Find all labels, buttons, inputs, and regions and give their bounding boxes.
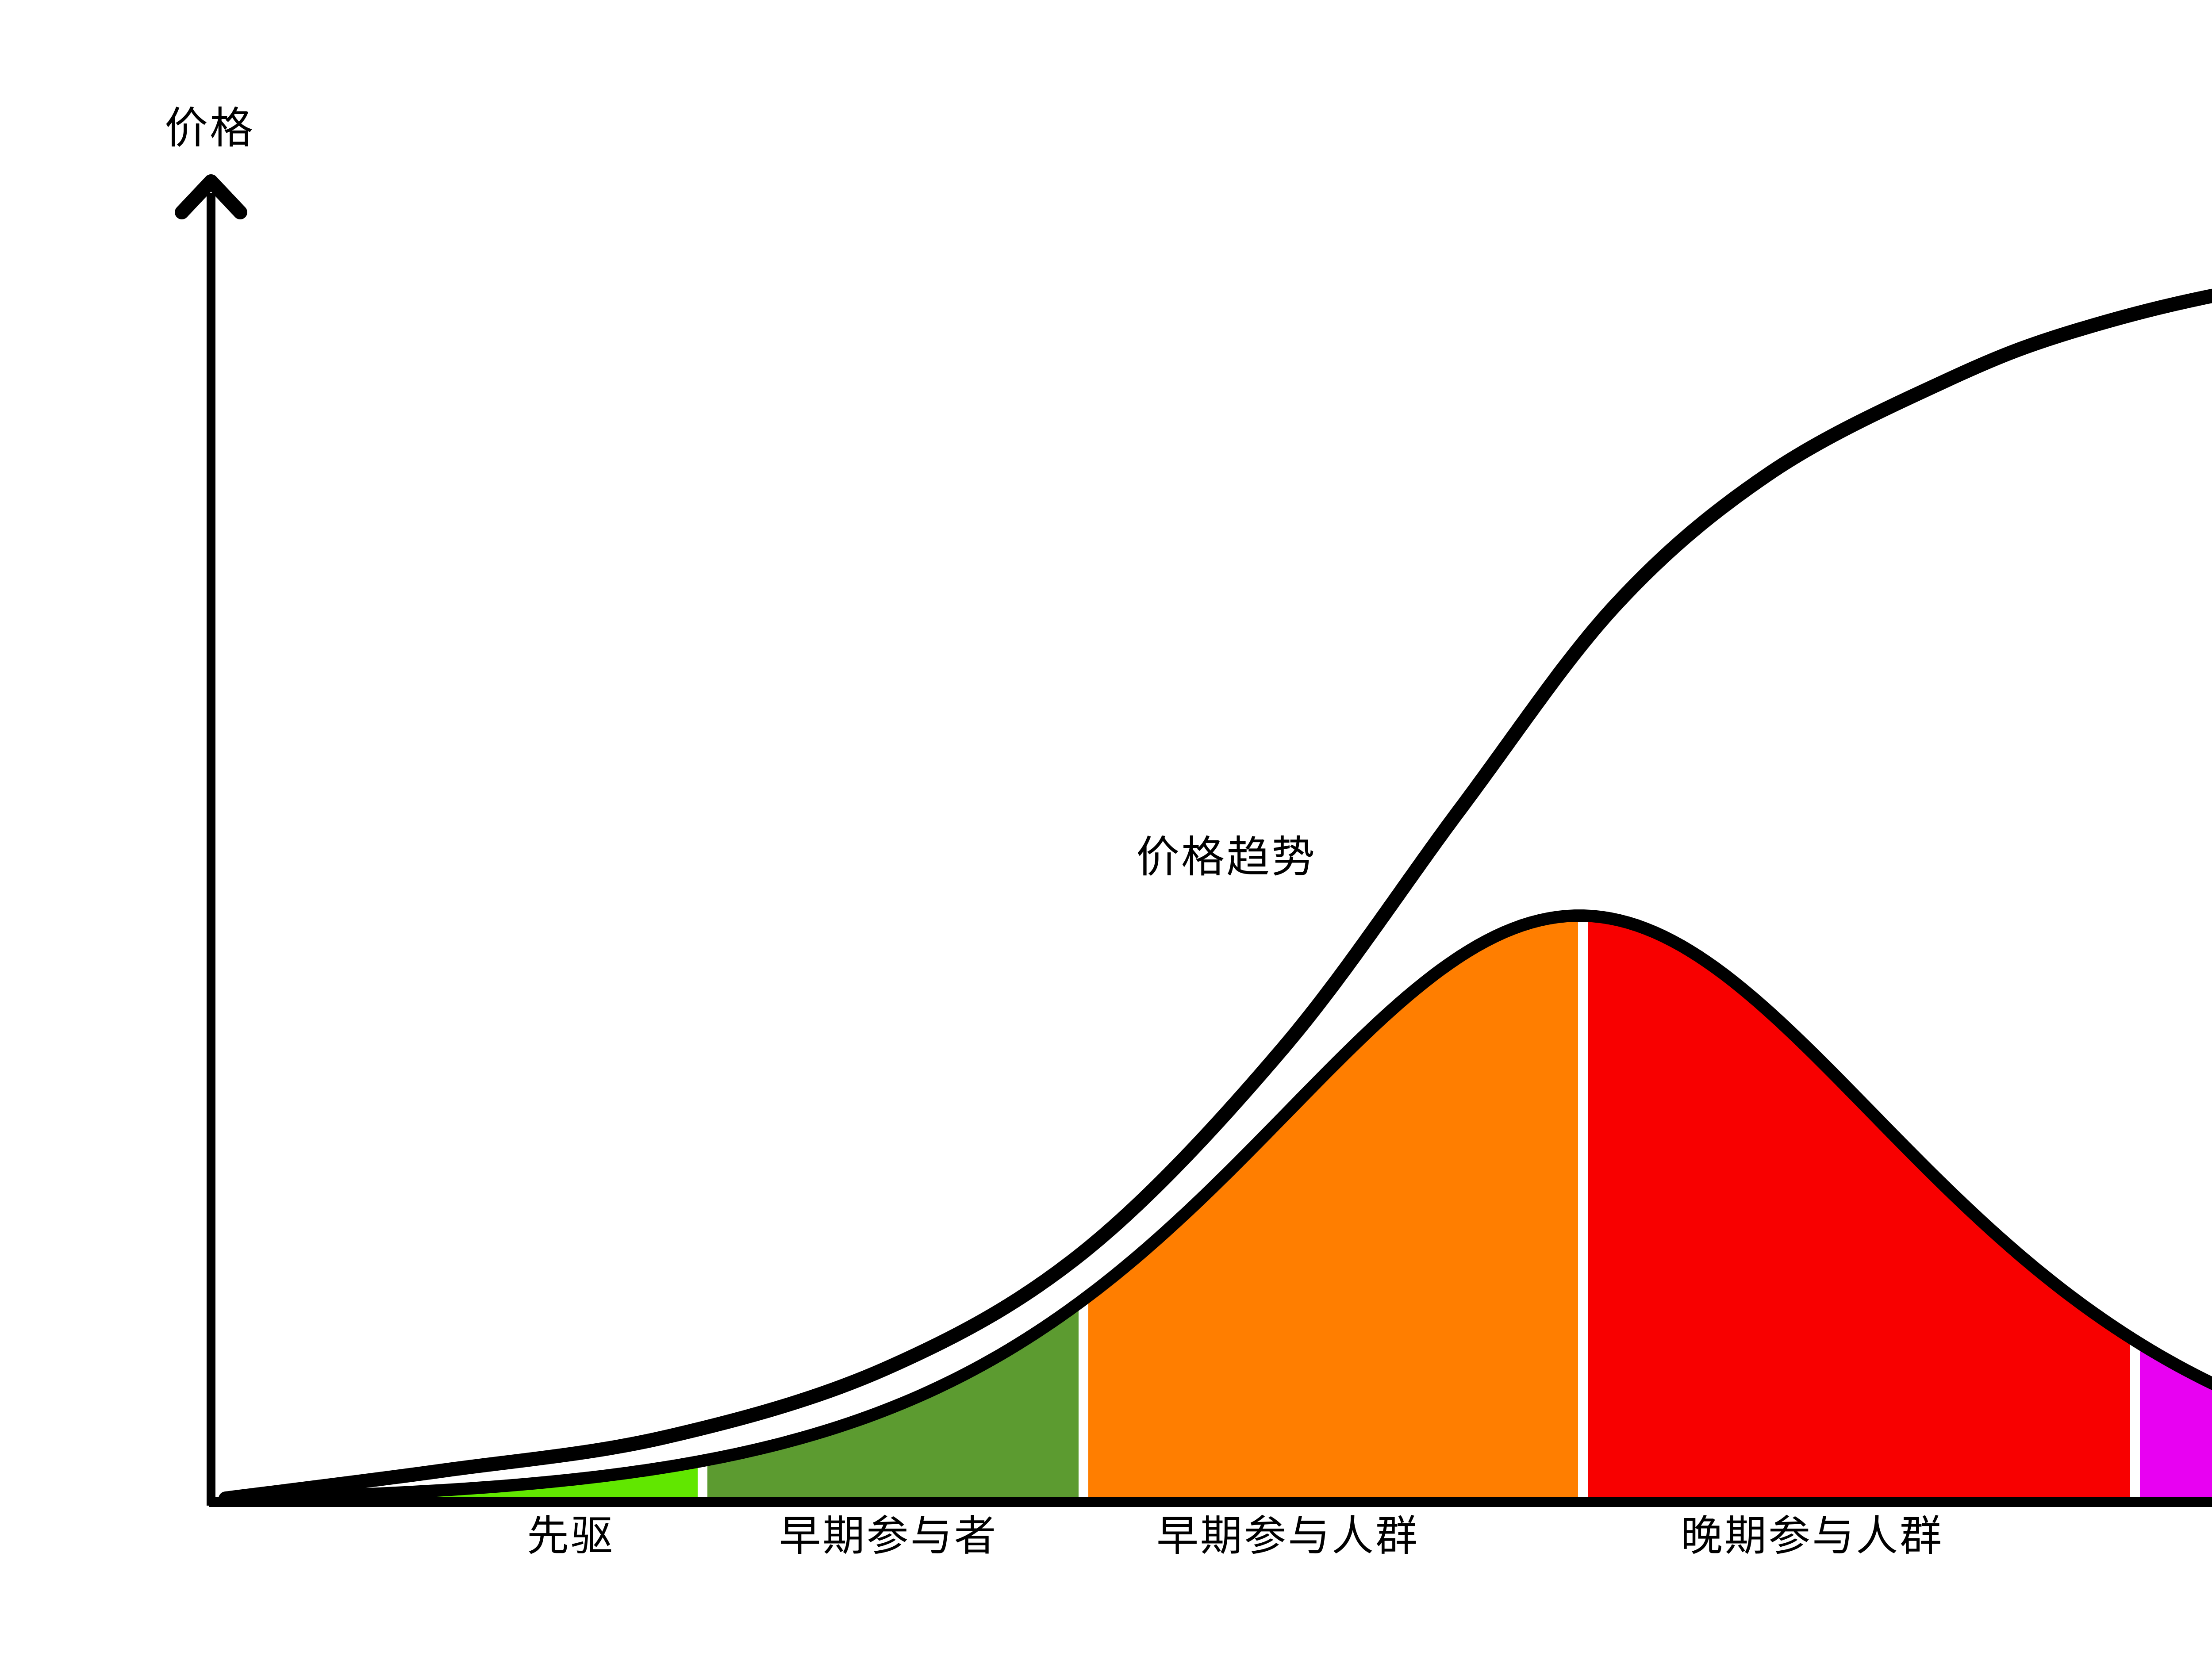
y-axis-arrowhead-icon	[175, 174, 247, 219]
segment-label-late-majority: 晚期参与人群	[1681, 1512, 1943, 1560]
segment-label-early-adopters: 早期参与者	[779, 1512, 998, 1560]
segment-labels: 先驱 早期参与者 早期参与人群 晚期参与人群 迟缓者	[527, 1512, 1943, 1560]
segment-area-early-adopters	[707, 1303, 1079, 1506]
y-axis-label: 价格	[165, 103, 255, 153]
bell-curve-segments	[283, 916, 2212, 1506]
trend-curve-label: 价格趋势	[1136, 832, 1317, 882]
x-axis	[209, 1497, 2212, 1507]
y-axis	[175, 174, 247, 1506]
segment-label-pioneers: 先驱	[527, 1512, 614, 1560]
segment-label-early-majority: 早期参与人群	[1156, 1512, 1419, 1560]
price-trend-curve	[219, 288, 2212, 1506]
bell-curve-outline	[242, 909, 2212, 1505]
segment-area-laggards	[2140, 1343, 2212, 1506]
segment-area-late-majority	[1588, 916, 2130, 1506]
segment-area-early-majority	[1088, 916, 1578, 1506]
